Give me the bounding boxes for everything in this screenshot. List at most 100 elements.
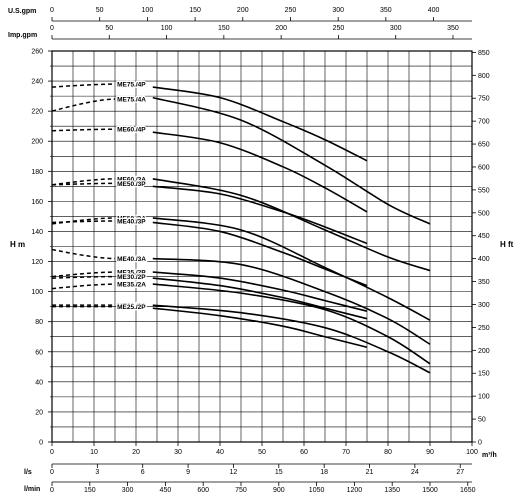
head-ft-tick-label: 350 [478, 279, 490, 286]
ls-tick-label: 6 [141, 469, 145, 476]
curve-label-me60-3a: ME60./3A [117, 176, 146, 183]
curve-me60-4p [152, 131, 368, 213]
head-ft-tick-label: 150 [478, 371, 490, 378]
curve-me35-2p-dashed [51, 271, 116, 278]
curve-label-me25-2p: ME25./2P [117, 304, 146, 311]
curve-me50-3a-dashed [51, 217, 116, 225]
head-ft-tick-label: 400 [478, 256, 490, 263]
head-ft-tick-label: 850 [478, 50, 490, 57]
usgpm-tick-label: 250 [285, 7, 297, 14]
usgpm-tick-label: 300 [332, 7, 344, 14]
m3h-tick-label: 0 [50, 449, 54, 456]
m3h-tick-label: 40 [216, 449, 224, 456]
ls-tick-label: 21 [366, 469, 374, 476]
curve-me75-4p-dashed [51, 83, 116, 88]
head-m-tick-label: 100 [31, 289, 43, 296]
usgpm-tick-label: 0 [50, 7, 54, 14]
head-ft-tick-label: 600 [478, 164, 490, 171]
usgpm-tick-label: 200 [237, 7, 249, 14]
head-ft-tick-label: 300 [478, 302, 490, 309]
head-ft-tick-label: 700 [478, 119, 490, 126]
curve-me75-4p [152, 86, 368, 162]
curve-label-me35-2a: ME35./2A [117, 282, 146, 289]
chart-axes: 0204060801001201401601802002202402600501… [31, 7, 489, 494]
curve-me40-3p [152, 221, 368, 287]
m3h-tick-label: 70 [342, 449, 350, 456]
head-ft-tick-label: 50 [478, 417, 486, 424]
lmin-tick-label: 1500 [422, 487, 438, 494]
usgpm-tick-label: 400 [428, 7, 440, 14]
head-m-tick-label: 20 [35, 409, 43, 416]
ls-tick-label: 0 [50, 469, 54, 476]
chart-grid [51, 50, 473, 443]
ls-tick-label: 9 [186, 469, 190, 476]
head-m-tick-label: 260 [31, 49, 43, 56]
usgpm-tick-label: 100 [142, 7, 154, 14]
ls-tick-label: 27 [456, 469, 464, 476]
head-ft-tick-label: 650 [478, 142, 490, 149]
head-ft-tick-label: 200 [478, 348, 490, 355]
impgpm-tick-label: 150 [218, 25, 230, 32]
curve-me30-2a [152, 304, 431, 374]
curve-me60-3a-dashed [51, 178, 116, 186]
m3h-tick-label: 100 [466, 449, 478, 456]
head-m-tick-label: 180 [31, 169, 43, 176]
ls-tick-label: 18 [320, 469, 328, 476]
m3h-axis-label: m³/h [482, 452, 497, 459]
curve-label-me75-4p: ME75./4P [117, 82, 146, 89]
impgpm-tick-label: 300 [390, 25, 402, 32]
head-m-tick-label: 40 [35, 379, 43, 386]
pump-curves: ME75./4P ME75./4A ME60./4P ME60./3AME50./3P… [51, 80, 431, 374]
head-m-tick-label: 200 [31, 139, 43, 146]
m3h-tick-label: 90 [426, 449, 434, 456]
curve-me35-2a [152, 283, 431, 365]
lmin-tick-label: 1650 [460, 487, 476, 494]
head-ft-axis-label: H ft [500, 240, 514, 249]
lmin-tick-label: 750 [235, 487, 247, 494]
head-ft-tick-label: 500 [478, 210, 490, 217]
head-m-axis-label: H m [10, 240, 25, 249]
head-m-tick-label: 240 [31, 79, 43, 86]
curve-me40-3p-dashed [51, 220, 116, 224]
head-ft-tick-label: 450 [478, 233, 490, 240]
curve-label-me30-2a: ME30./2A [117, 303, 146, 310]
curve-me50-3a [152, 217, 431, 321]
lmin-tick-label: 300 [122, 487, 134, 494]
curve-me30-2p-dashed [51, 275, 116, 279]
ls-axis-label: l/s [24, 469, 32, 476]
lmin-tick-label: 150 [84, 487, 96, 494]
ls-tick-label: 3 [95, 469, 99, 476]
lmin-tick-label: 900 [273, 487, 285, 494]
head-m-tick-label: 80 [35, 319, 43, 326]
head-ft-tick-label: 800 [478, 73, 490, 80]
lmin-tick-label: 1350 [384, 487, 400, 494]
m3h-tick-label: 10 [90, 449, 98, 456]
head-ft-tick-label: 0 [478, 440, 482, 447]
lmin-tick-label: 0 [50, 487, 54, 494]
curve-me40-3a [152, 257, 431, 345]
head-m-tick-label: 220 [31, 109, 43, 116]
head-m-tick-label: 120 [31, 259, 43, 266]
curve-label-me40-3p: ME40./3P [117, 218, 146, 225]
usgpm-tick-label: 50 [96, 7, 104, 14]
m3h-tick-label: 60 [300, 449, 308, 456]
curve-label-me50-3p: ME50./3P [117, 181, 146, 188]
impgpm-tick-label: 0 [50, 25, 54, 32]
curve-label-me40-3a: ME40./3A [117, 256, 146, 263]
lmin-tick-label: 450 [160, 487, 172, 494]
curve-me75-4a [152, 96, 431, 225]
head-ft-tick-label: 750 [478, 96, 490, 103]
lmin-tick-label: 1200 [347, 487, 363, 494]
curve-label-me35-2p: ME35./2P [117, 270, 146, 277]
impgpm-tick-label: 50 [105, 25, 113, 32]
curve-me30-2p [152, 277, 368, 320]
ls-tick-label: 15 [275, 469, 283, 476]
curve-label-me50-3a: ME50./3A [117, 215, 146, 222]
curve-me40-3a-dashed [51, 248, 116, 260]
head-ft-tick-label: 100 [478, 394, 490, 401]
head-m-tick-label: 160 [31, 199, 43, 206]
curve-label-me30-2p: ME30./2P [117, 274, 146, 281]
m3h-tick-label: 50 [258, 449, 266, 456]
curve-me60-3a [152, 178, 431, 272]
